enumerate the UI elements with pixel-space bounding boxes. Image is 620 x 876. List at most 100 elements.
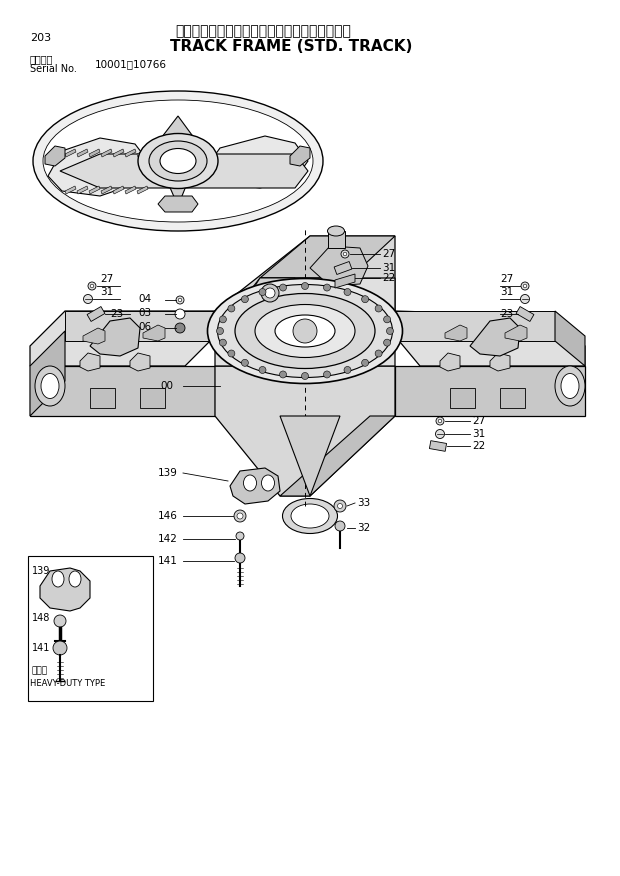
Ellipse shape (561, 373, 579, 399)
Polygon shape (280, 416, 395, 496)
Polygon shape (89, 186, 100, 194)
Polygon shape (290, 146, 310, 166)
Polygon shape (65, 311, 215, 341)
Circle shape (344, 288, 351, 295)
Polygon shape (280, 416, 340, 496)
Circle shape (375, 350, 382, 357)
Text: 27: 27 (100, 274, 113, 284)
Polygon shape (60, 154, 308, 188)
Text: 33: 33 (357, 498, 370, 508)
Circle shape (435, 429, 445, 439)
Polygon shape (113, 149, 124, 157)
Circle shape (241, 359, 249, 366)
Circle shape (375, 305, 382, 312)
Ellipse shape (327, 226, 345, 236)
Polygon shape (89, 149, 100, 157)
Text: 10001～10766: 10001～10766 (95, 59, 167, 69)
Circle shape (324, 371, 330, 378)
Text: 適用号機: 適用号機 (30, 54, 53, 64)
Circle shape (84, 294, 92, 303)
Polygon shape (395, 311, 585, 366)
Polygon shape (395, 311, 555, 341)
Text: 22: 22 (472, 441, 485, 451)
Text: HEAVY-DUTY TYPE: HEAVY-DUTY TYPE (30, 680, 105, 689)
Circle shape (386, 328, 394, 335)
Text: 148: 148 (32, 613, 50, 623)
Polygon shape (215, 366, 395, 496)
Polygon shape (215, 278, 395, 366)
Circle shape (438, 420, 442, 423)
Circle shape (219, 316, 226, 323)
Ellipse shape (52, 571, 64, 587)
Polygon shape (328, 231, 345, 248)
Text: 142: 142 (158, 534, 178, 544)
Polygon shape (250, 278, 295, 306)
Polygon shape (90, 388, 115, 408)
Polygon shape (260, 236, 395, 278)
Text: 強化形: 強化形 (32, 667, 48, 675)
Circle shape (236, 532, 244, 540)
Text: 32: 32 (357, 523, 370, 533)
Polygon shape (40, 568, 90, 611)
Circle shape (341, 250, 349, 258)
Polygon shape (450, 388, 475, 408)
Text: TRACK FRAME (STD. TRACK): TRACK FRAME (STD. TRACK) (170, 39, 412, 54)
Polygon shape (48, 138, 148, 196)
Ellipse shape (43, 100, 313, 222)
Polygon shape (155, 116, 200, 206)
Ellipse shape (291, 504, 329, 528)
Circle shape (176, 296, 184, 304)
Text: 00: 00 (160, 381, 173, 391)
Ellipse shape (208, 279, 402, 384)
Polygon shape (77, 149, 88, 157)
Polygon shape (87, 307, 105, 321)
Polygon shape (113, 186, 124, 194)
Circle shape (301, 282, 309, 289)
Circle shape (234, 510, 246, 522)
Circle shape (337, 504, 342, 508)
Polygon shape (101, 186, 112, 194)
Circle shape (259, 288, 266, 295)
Polygon shape (30, 331, 65, 416)
Polygon shape (555, 311, 585, 366)
Text: 31: 31 (100, 287, 113, 297)
Circle shape (219, 339, 226, 346)
Circle shape (293, 319, 317, 343)
Polygon shape (310, 246, 368, 286)
Ellipse shape (41, 373, 59, 399)
Polygon shape (30, 366, 215, 416)
Polygon shape (230, 468, 280, 504)
Text: 141: 141 (32, 643, 50, 653)
Polygon shape (215, 236, 395, 336)
Text: 146: 146 (158, 511, 178, 521)
Polygon shape (80, 353, 100, 371)
Text: 203: 203 (30, 33, 51, 43)
Ellipse shape (160, 149, 196, 173)
Polygon shape (334, 262, 352, 274)
Circle shape (216, 328, 223, 335)
Polygon shape (45, 146, 65, 166)
Ellipse shape (261, 284, 279, 302)
Text: 27: 27 (472, 416, 485, 426)
Polygon shape (505, 325, 527, 341)
Circle shape (178, 298, 182, 302)
Text: 23: 23 (500, 309, 513, 319)
Circle shape (324, 284, 330, 291)
Circle shape (344, 366, 351, 373)
Polygon shape (130, 353, 150, 371)
Polygon shape (200, 136, 308, 188)
Ellipse shape (138, 133, 218, 188)
Circle shape (334, 500, 346, 512)
Polygon shape (143, 325, 165, 341)
Circle shape (259, 366, 266, 373)
Polygon shape (77, 186, 88, 194)
Polygon shape (395, 366, 585, 416)
Circle shape (361, 359, 369, 366)
Polygon shape (137, 186, 148, 194)
Circle shape (361, 296, 369, 303)
Ellipse shape (283, 498, 337, 533)
Text: 27: 27 (382, 249, 396, 259)
Polygon shape (516, 307, 534, 321)
Text: 06: 06 (138, 322, 151, 332)
Ellipse shape (275, 315, 335, 347)
